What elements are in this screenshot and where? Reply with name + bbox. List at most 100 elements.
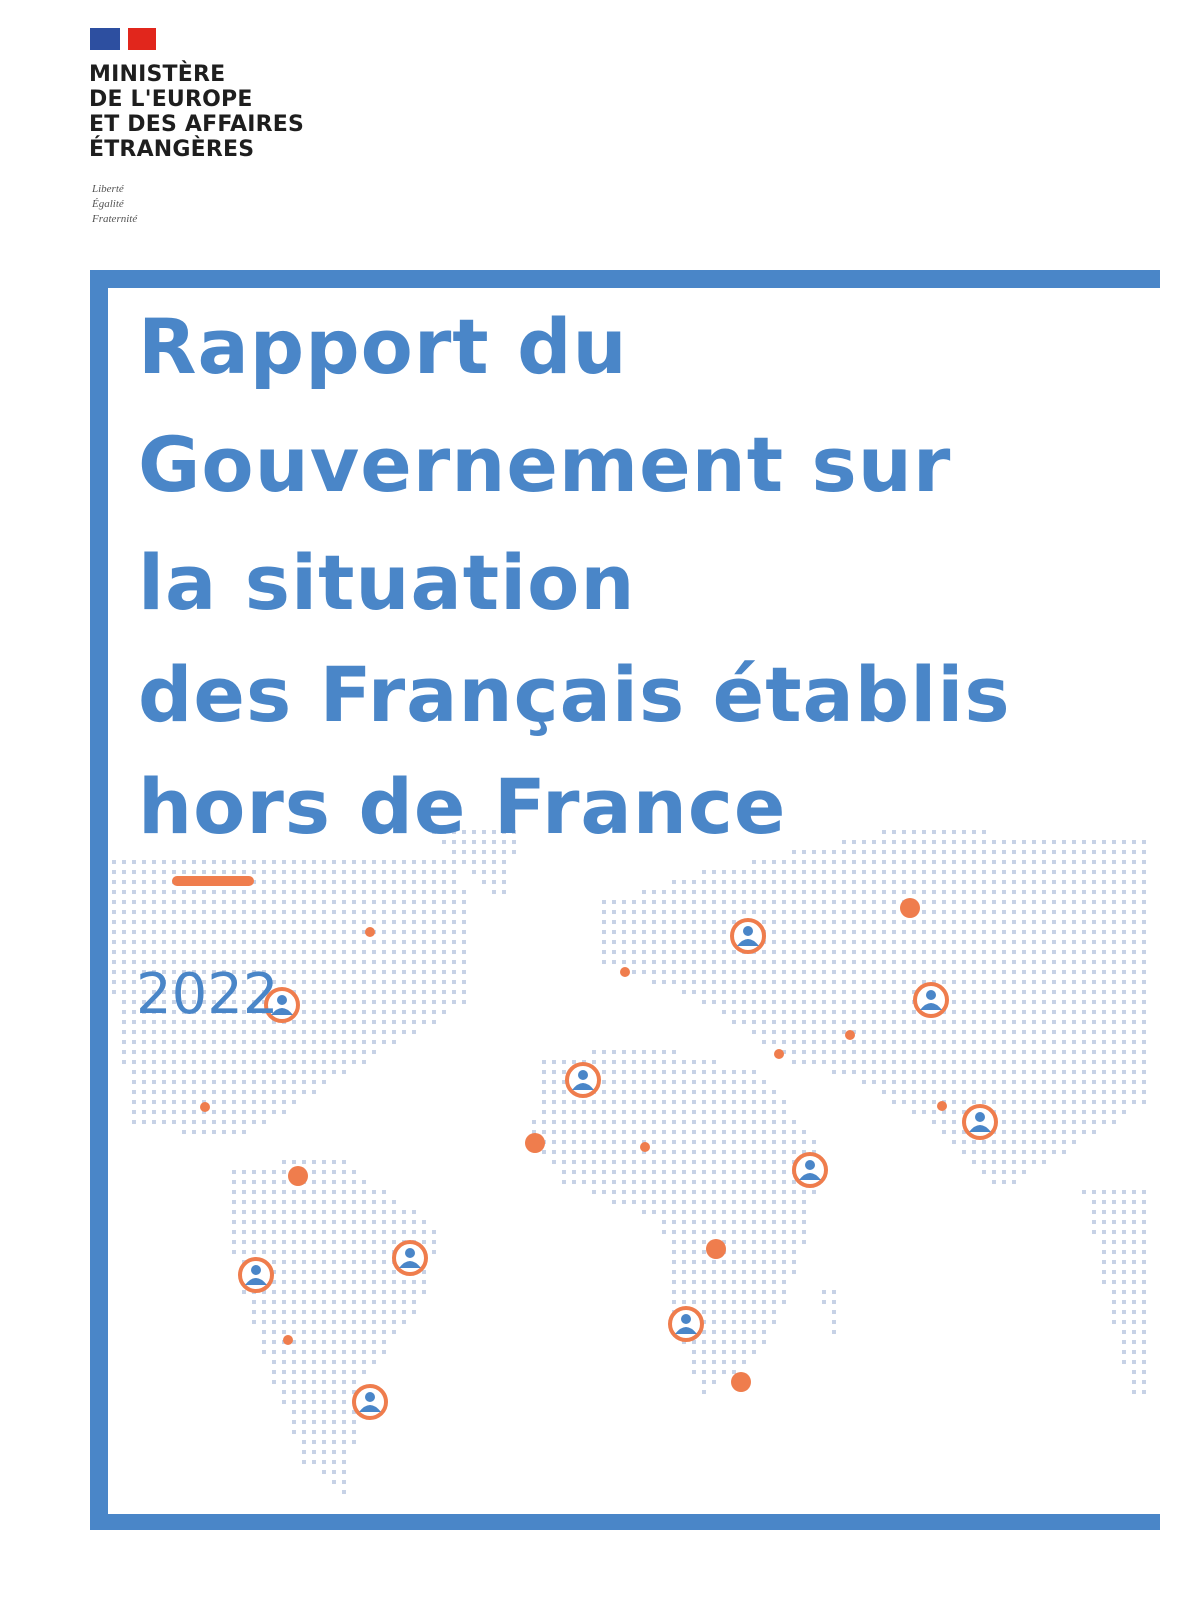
map-dot: [682, 1090, 686, 1094]
map-dot: [322, 1390, 326, 1394]
map-dot: [1132, 1390, 1136, 1394]
map-dot: [752, 980, 756, 984]
map-dot: [792, 1210, 796, 1214]
map-dot: [732, 1120, 736, 1124]
map-dot: [282, 1110, 286, 1114]
map-dot: [342, 1030, 346, 1034]
map-dot: [282, 1070, 286, 1074]
map-dot: [1092, 840, 1096, 844]
map-dot: [992, 950, 996, 954]
map-dot: [992, 1060, 996, 1064]
map-dot: [672, 1070, 676, 1074]
map-dot: [302, 1230, 306, 1234]
map-dot: [542, 1060, 546, 1064]
map-dot: [172, 1100, 176, 1104]
map-dot: [782, 910, 786, 914]
map-dot: [702, 1060, 706, 1064]
map-dot: [312, 970, 316, 974]
map-dot: [1112, 1300, 1116, 1304]
map-dot: [952, 1050, 956, 1054]
map-dot: [742, 1090, 746, 1094]
map-dot: [1132, 1290, 1136, 1294]
map-dot: [502, 870, 506, 874]
map-dot: [762, 1140, 766, 1144]
map-dot: [192, 1010, 196, 1014]
map-dot: [1102, 900, 1106, 904]
map-dot: [302, 1430, 306, 1434]
map-dot: [962, 1070, 966, 1074]
map-dot: [262, 970, 266, 974]
map-dot: [362, 1060, 366, 1064]
map-dot: [722, 900, 726, 904]
map-dot: [842, 940, 846, 944]
map-dot: [242, 1080, 246, 1084]
map-dot: [432, 830, 436, 834]
map-dot: [992, 1140, 996, 1144]
map-dot: [272, 1220, 276, 1224]
map-dot: [672, 1280, 676, 1284]
map-dot: [372, 1360, 376, 1364]
map-dot: [762, 920, 766, 924]
map-dot: [922, 890, 926, 894]
map-dot: [412, 1230, 416, 1234]
map-dot: [442, 830, 446, 834]
map-dot: [1112, 880, 1116, 884]
map-dot: [322, 1000, 326, 1004]
map-dot: [642, 1160, 646, 1164]
map-dot: [742, 870, 746, 874]
map-dot: [762, 1190, 766, 1194]
map-dot: [1092, 1060, 1096, 1064]
map-dot: [462, 890, 466, 894]
map-dot: [652, 1050, 656, 1054]
map-dot: [122, 920, 126, 924]
map-dot: [1122, 1320, 1126, 1324]
map-dot: [182, 1020, 186, 1024]
map-dot: [202, 1000, 206, 1004]
map-dot: [342, 1480, 346, 1484]
map-dot: [302, 1460, 306, 1464]
map-dot: [1122, 1190, 1126, 1194]
map-dot: [742, 1020, 746, 1024]
map-dot: [732, 980, 736, 984]
map-dot: [1102, 1100, 1106, 1104]
map-dot: [802, 1060, 806, 1064]
map-dot: [1132, 890, 1136, 894]
map-dot: [722, 1200, 726, 1204]
map-dot: [112, 930, 116, 934]
map-dot: [1002, 900, 1006, 904]
map-dot: [892, 930, 896, 934]
map-dot: [772, 1170, 776, 1174]
map-dot: [732, 1270, 736, 1274]
map-dot: [352, 1380, 356, 1384]
dot-icon: [620, 967, 630, 977]
map-dot: [582, 1160, 586, 1164]
map-dot: [282, 1210, 286, 1214]
map-dot: [452, 940, 456, 944]
map-dot: [1122, 1360, 1126, 1364]
map-dot: [822, 950, 826, 954]
map-dot: [302, 1300, 306, 1304]
map-dot: [1082, 1130, 1086, 1134]
map-dot: [1072, 1020, 1076, 1024]
map-dot: [992, 1030, 996, 1034]
map-dot: [772, 860, 776, 864]
map-dot: [572, 1150, 576, 1154]
map-dot: [602, 1050, 606, 1054]
map-dot: [322, 860, 326, 864]
map-dot: [352, 1330, 356, 1334]
map-dot: [202, 970, 206, 974]
map-dot: [332, 1250, 336, 1254]
map-dot: [972, 940, 976, 944]
map-dot: [962, 1100, 966, 1104]
map-dot: [1092, 900, 1096, 904]
map-dot: [1122, 1220, 1126, 1224]
map-dot: [162, 1000, 166, 1004]
map-dot: [292, 1340, 296, 1344]
map-dot: [302, 1310, 306, 1314]
map-dot: [702, 910, 706, 914]
map-dot: [882, 890, 886, 894]
map-dot: [872, 910, 876, 914]
map-dot: [222, 970, 226, 974]
map-dot: [682, 990, 686, 994]
map-dot: [742, 1000, 746, 1004]
